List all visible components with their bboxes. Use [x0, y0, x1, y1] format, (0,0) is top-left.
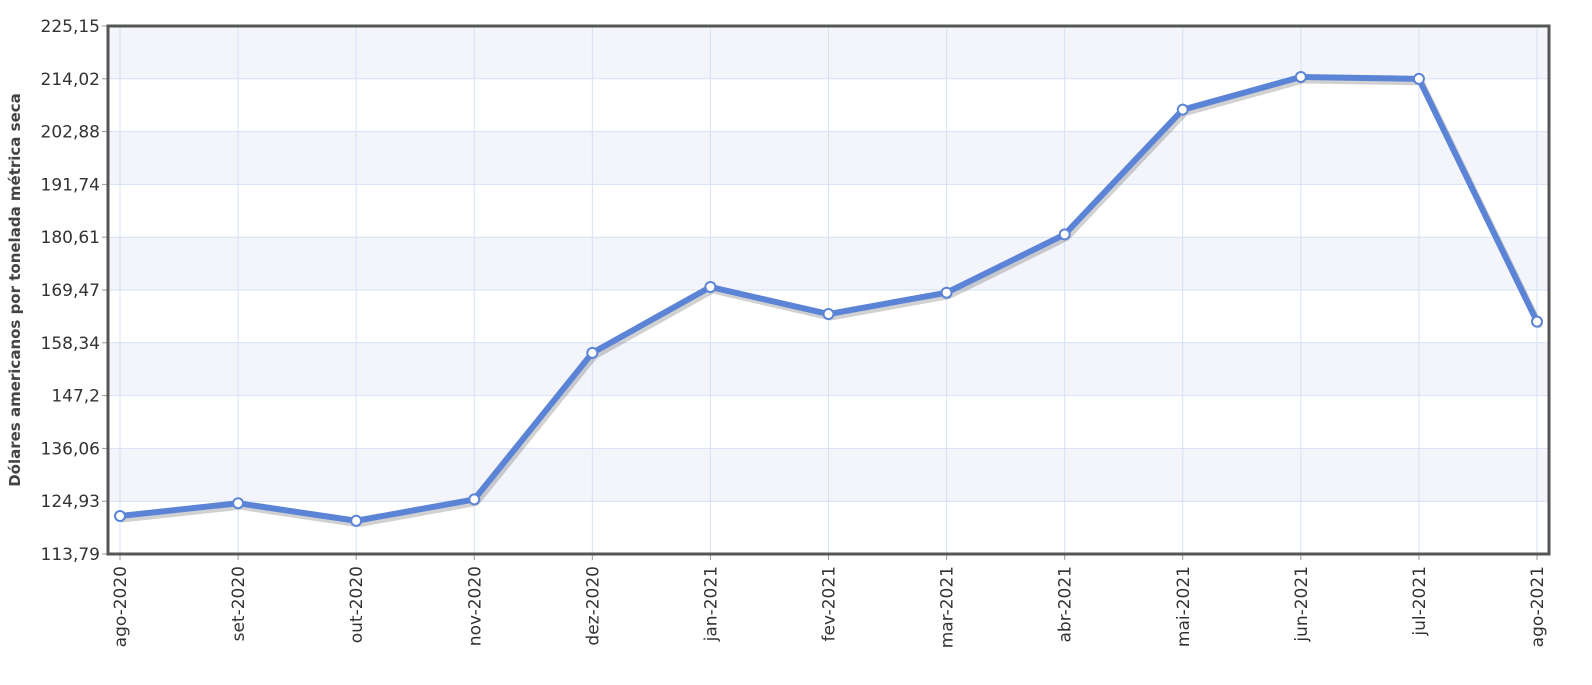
data-point	[232, 497, 245, 510]
y-axis-ticks: 113,79 124,93 136,06 147,2 158,34 169,47 180,6…	[41, 17, 100, 565]
y-tick-label: 225,15	[41, 17, 100, 37]
x-tick-label: ago-2021	[1528, 566, 1548, 647]
data-point	[1294, 70, 1307, 83]
data-point	[1058, 228, 1071, 241]
y-tick-label: 124,93	[41, 492, 100, 512]
y-tick-label: 191,74	[41, 175, 100, 195]
x-tick-label: out-2020	[347, 566, 367, 643]
x-tick-label: fev-2021	[820, 566, 840, 641]
data-point	[1176, 103, 1189, 116]
data-point	[940, 286, 953, 299]
data-point	[586, 346, 599, 359]
y-tick-label: 169,47	[41, 281, 100, 301]
data-point	[1531, 315, 1543, 328]
data-point	[822, 308, 835, 321]
data-point	[468, 493, 481, 506]
y-tick-label: 158,34	[41, 334, 100, 354]
data-markers	[114, 70, 1543, 527]
plot-frame	[106, 24, 1551, 556]
x-tick-label: mai-2021	[1174, 566, 1194, 647]
y-tick-label: 113,79	[41, 545, 100, 565]
x-tick-label: dez-2020	[583, 566, 603, 646]
y-tick-label: 136,06	[41, 439, 100, 459]
x-tick-label: nov-2020	[465, 566, 485, 646]
x-tick-label: jun-2021	[1292, 566, 1312, 643]
y-tick-label: 214,02	[41, 70, 100, 90]
y-axis-label: Dólares americanos por tonelada métrica …	[6, 93, 24, 487]
x-axis-ticks: ago-2020 set-2020 out-2020 nov-2020 dez-2020…	[111, 566, 1548, 648]
x-tick-label: jan-2021	[701, 566, 721, 642]
y-tick-label: 180,61	[41, 228, 100, 248]
x-tick-label: mar-2021	[938, 566, 958, 648]
data-point	[350, 514, 363, 527]
y-tick-label: 202,88	[41, 123, 100, 143]
data-point	[704, 281, 717, 294]
y-tick-label: 147,2	[51, 387, 100, 407]
x-tick-label: ago-2020	[111, 566, 131, 647]
data-point	[1412, 72, 1425, 85]
x-tick-label: set-2020	[229, 566, 249, 641]
x-tick-label: jul-2021	[1410, 566, 1430, 637]
x-tick-label: abr-2021	[1056, 566, 1076, 643]
data-point	[114, 510, 126, 523]
